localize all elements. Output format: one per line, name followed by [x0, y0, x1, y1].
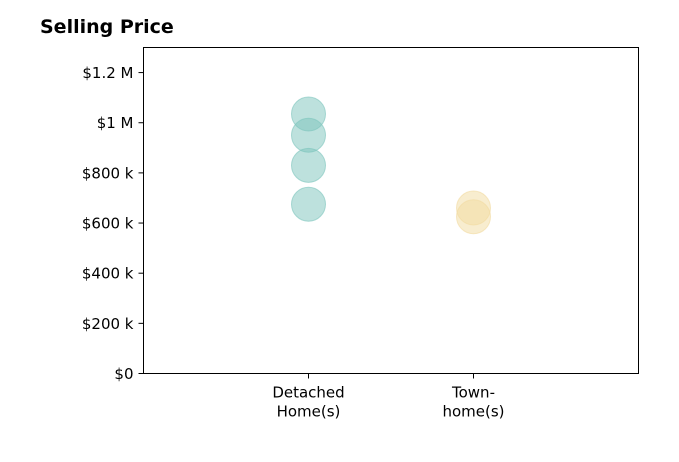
y-tick-label: $800 k: [82, 164, 134, 182]
chart-title: Selling Price: [40, 16, 174, 38]
data-point: [291, 117, 326, 153]
y-tick-label: $200 k: [82, 315, 134, 333]
y-tick-label: $1.2 M: [82, 64, 133, 82]
y-tick-label: $600 k: [82, 215, 134, 233]
data-point: [291, 147, 326, 183]
x-tick-label-line: Home(s): [277, 403, 341, 421]
data-point: [291, 186, 326, 222]
y-tick-label: $1 M: [97, 114, 134, 132]
plot-frame: [143, 47, 639, 374]
data-point: [456, 199, 491, 235]
x-tick-label-line: Town-: [451, 384, 495, 402]
x-tick-label: Detached Home(s): [272, 384, 344, 421]
y-tick-label: $400 k: [82, 265, 134, 283]
x-tick-label-line: Detached: [272, 384, 344, 402]
x-tick-label: Town-home(s): [442, 384, 504, 421]
x-axis: Detached Home(s) Town-home(s): [272, 373, 505, 421]
y-axis: $0 $200 k $400 k $600 k $800 k $1 M $1.2 M: [82, 64, 144, 383]
data-marks: [291, 96, 491, 235]
y-tick-label: $0: [114, 365, 133, 383]
x-tick-label-line: home(s): [442, 403, 504, 421]
